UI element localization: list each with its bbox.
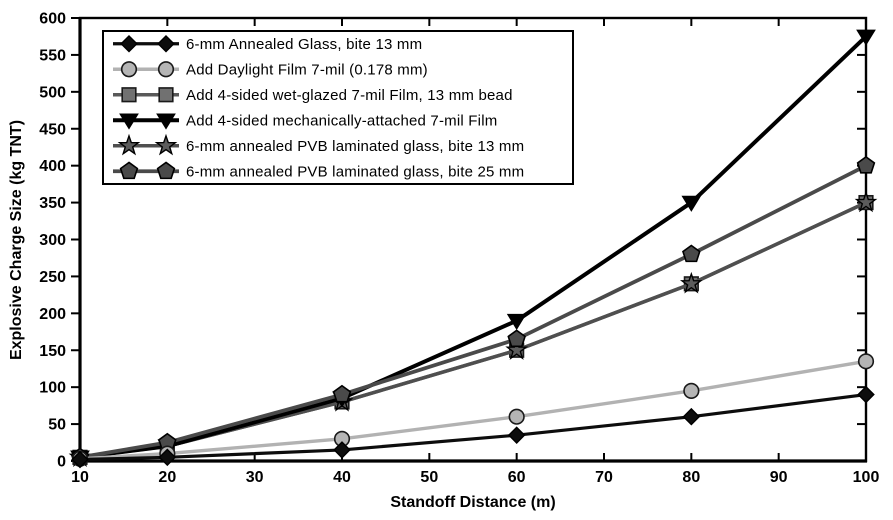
x-tick-label: 100 <box>853 469 880 486</box>
y-tick-label: 450 <box>39 121 66 138</box>
diamond-icon <box>71 450 89 469</box>
legend-item: Add Daylight Film 7-mil (0.178 mm) <box>113 61 428 78</box>
diamond-icon <box>120 34 138 53</box>
circle-icon <box>683 382 700 399</box>
legend-item-label: 6-mm annealed PVB laminated glass, bite … <box>186 138 524 155</box>
diamond-icon <box>157 34 175 53</box>
triangle-down-icon <box>156 113 176 130</box>
legend-item: 6-mm Annealed Glass, bite 13 mm <box>113 34 422 53</box>
x-tick-label: 50 <box>420 469 438 486</box>
x-tick-label: 70 <box>595 469 613 486</box>
legend-item-label: 6-mm Annealed Glass, bite 13 mm <box>186 36 422 53</box>
square-icon <box>158 87 174 103</box>
x-tick-label: 40 <box>333 469 351 486</box>
legend-item: Add 4-sided wet-glazed 7-mil Film, 13 mm… <box>113 87 513 104</box>
triangle-down-icon <box>119 113 139 130</box>
star-icon <box>679 271 703 294</box>
x-tick-label: 60 <box>508 469 526 486</box>
pentagon-icon <box>156 161 176 180</box>
triangle-down-icon <box>856 29 876 46</box>
legend-item-label: Add 4-sided wet-glazed 7-mil Film, 13 mm… <box>186 87 513 104</box>
triangle-down-icon <box>506 313 527 331</box>
circle-icon <box>120 61 138 78</box>
y-tick-label: 500 <box>39 84 66 101</box>
diamond-icon <box>507 426 526 444</box>
legend-item: 6-mm annealed PVB laminated glass, bite … <box>113 133 524 156</box>
pentagon-icon <box>332 384 352 403</box>
star-icon <box>117 133 141 156</box>
series-line <box>79 35 868 460</box>
x-tick-label: 30 <box>246 469 264 486</box>
legend-box <box>102 30 574 185</box>
y-tick-label: 400 <box>39 158 66 175</box>
y-tick-label: 250 <box>39 269 66 286</box>
x-axis-title: Standoff Distance (m) <box>390 494 555 511</box>
star-icon <box>505 338 529 360</box>
series-line <box>79 359 867 461</box>
pentagon-icon <box>119 161 139 180</box>
y-tick-label: 300 <box>39 232 66 249</box>
y-tick-label: 0 <box>57 454 66 471</box>
pentagon-icon <box>856 155 876 174</box>
x-tick-label: 20 <box>158 469 176 486</box>
legend-item-label: Add Daylight Film 7-mil (0.178 mm) <box>186 61 428 78</box>
star-icon <box>154 133 178 156</box>
star-icon <box>854 190 878 213</box>
legend-item: Add 4-sided mechanically-attached 7-mil … <box>113 112 497 130</box>
series-0 <box>71 385 875 469</box>
y-tick-label: 50 <box>48 417 66 434</box>
y-tick-label: 100 <box>39 380 66 397</box>
circle-icon <box>157 61 175 78</box>
triangle-down-icon <box>681 195 702 212</box>
circle-icon <box>508 408 525 425</box>
y-tick-label: 550 <box>39 47 66 64</box>
y-tick-label: 150 <box>39 343 66 360</box>
diamond-icon <box>682 407 701 426</box>
x-tick-label: 80 <box>682 469 700 486</box>
diamond-icon <box>857 385 875 404</box>
circle-icon <box>857 353 875 370</box>
pentagon-icon <box>682 244 701 263</box>
diamond-icon <box>158 448 177 467</box>
series-line <box>79 392 867 462</box>
legend-item: 6-mm annealed PVB laminated glass, bite … <box>113 161 524 180</box>
y-tick-label: 350 <box>39 195 66 212</box>
y-axis-title: Explosive Charge Size (kg TNT) <box>8 120 25 360</box>
legend-item-label: Add 4-sided mechanically-attached 7-mil … <box>186 112 497 129</box>
pentagon-icon <box>507 329 526 348</box>
series-line <box>79 163 867 460</box>
y-tick-label: 200 <box>39 306 66 323</box>
diamond-icon <box>333 441 351 459</box>
x-tick-label: 90 <box>770 469 788 486</box>
x-tick-label: 10 <box>71 469 89 486</box>
legend: 6-mm Annealed Glass, bite 13 mm Add Dayli… <box>102 30 574 185</box>
legend-item-label: 6-mm annealed PVB laminated glass, bite … <box>186 163 524 180</box>
square-icon <box>121 87 137 103</box>
y-tick-label: 600 <box>39 11 66 28</box>
